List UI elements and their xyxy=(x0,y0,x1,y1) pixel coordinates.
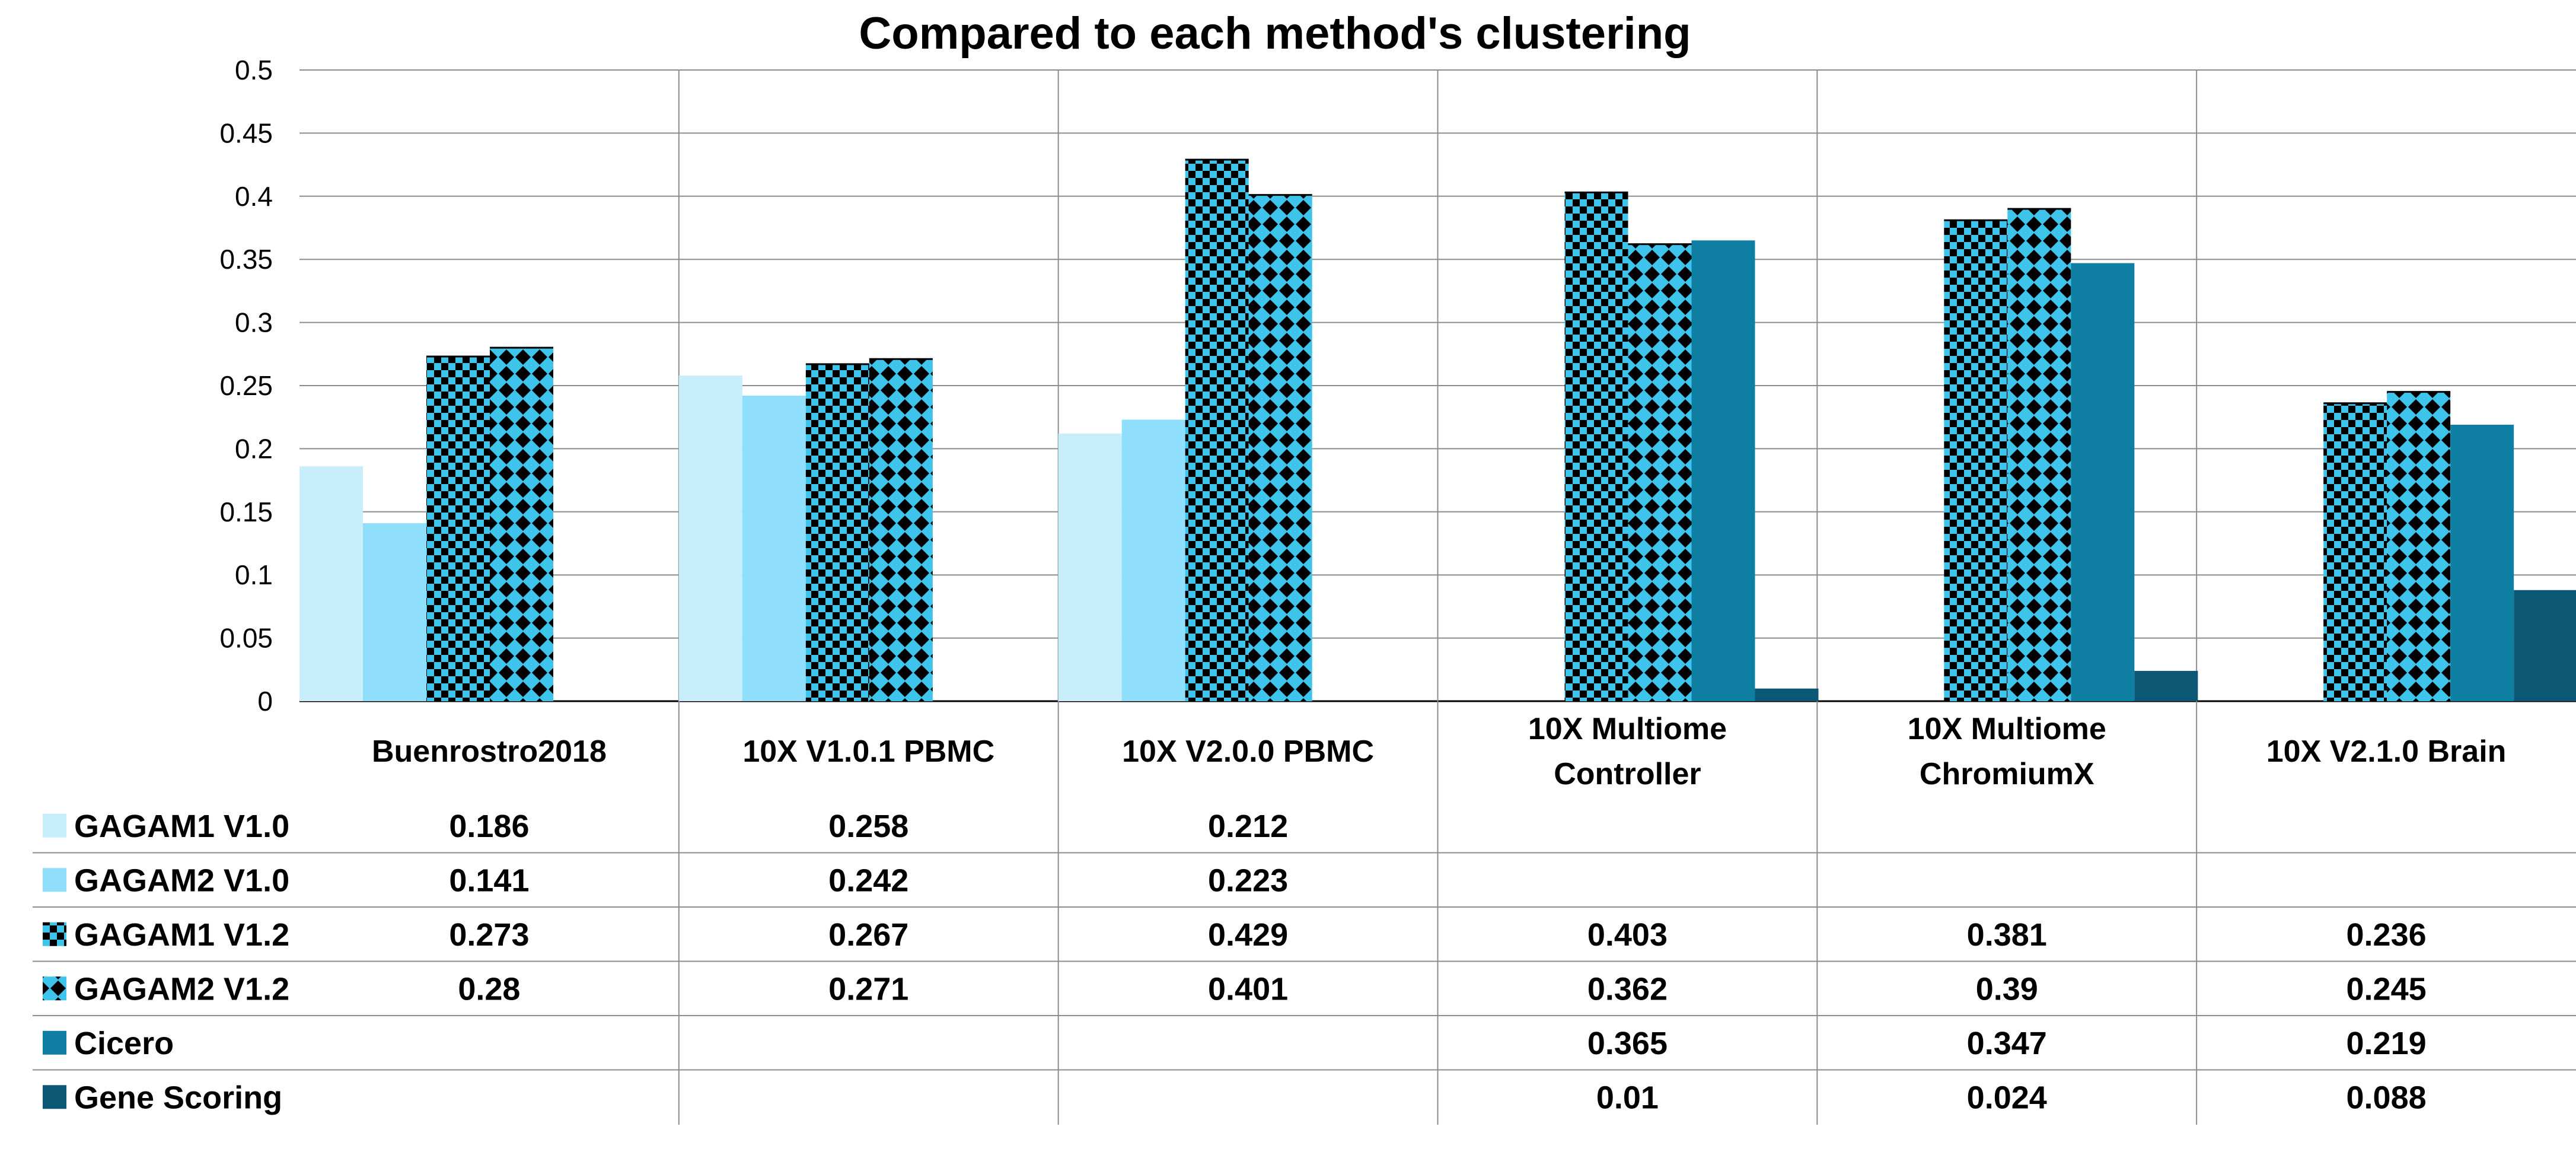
y-tick-label: 0.2 xyxy=(235,433,273,464)
bars xyxy=(299,158,2576,702)
bar xyxy=(1564,192,1628,701)
bar xyxy=(1185,160,1249,701)
bar xyxy=(742,396,806,701)
table-cell: 0.267 xyxy=(828,917,908,953)
table-cell: 0.219 xyxy=(2347,1026,2427,1061)
bar xyxy=(2387,392,2451,701)
y-tick-label: 0.25 xyxy=(219,370,273,401)
legend-label: GAGAM1 V1.2 xyxy=(74,917,289,953)
chart-title: Compared to each method's clustering xyxy=(859,8,1691,59)
legend-label: GAGAM2 V1.0 xyxy=(74,863,289,898)
bar xyxy=(2450,424,2514,701)
bar xyxy=(1755,688,1819,701)
data-table: GAGAM1 V1.0 0.186 0.258 0.212 GAGAM2 V1.0 0.1… xyxy=(33,809,2576,1115)
table-cell: 0.39 xyxy=(1976,971,2038,1007)
bar xyxy=(1691,240,1755,701)
y-tick-label: 0.1 xyxy=(235,559,273,590)
table-cell: 0.271 xyxy=(828,971,908,1007)
bar xyxy=(2007,209,2071,702)
bar xyxy=(1121,419,1185,701)
table-cell: 0.212 xyxy=(1208,809,1288,844)
bar xyxy=(805,364,869,701)
y-tick-label: 0 xyxy=(257,686,273,717)
y-tick-label: 0.3 xyxy=(235,307,273,338)
bar xyxy=(2071,263,2135,702)
y-tick-label: 0.15 xyxy=(219,497,273,527)
table-cell: 0.245 xyxy=(2347,971,2427,1007)
table-cell: 0.403 xyxy=(1587,917,1668,953)
legend-key xyxy=(43,813,66,838)
legend-label: GAGAM2 V1.2 xyxy=(74,971,289,1007)
legend-key xyxy=(43,1085,66,1109)
y-axis-ticks: 0 0.05 0.1 0.15 0.2 0.25 0.3 0.35 0.4 0.45 0.5 xyxy=(219,55,273,717)
table-cell: 0.258 xyxy=(828,809,908,844)
legend-label: Cicero xyxy=(74,1026,174,1061)
table-cell: 0.401 xyxy=(1208,971,1288,1007)
table-cell: 0.273 xyxy=(449,917,529,953)
y-tick-label: 0.35 xyxy=(219,244,273,275)
bar xyxy=(299,466,363,701)
table-cell: 0.28 xyxy=(458,971,520,1007)
bar xyxy=(426,357,490,701)
bar xyxy=(2514,590,2576,701)
table-cell: 0.362 xyxy=(1587,971,1668,1007)
bar xyxy=(678,375,742,701)
bar xyxy=(1058,433,1122,701)
bar xyxy=(1944,220,2008,701)
category-label: 10X Multiome Controller xyxy=(1528,712,1727,791)
y-tick-label: 0.05 xyxy=(219,623,273,654)
category-label: 10X V1.0.1 PBMC xyxy=(742,734,994,769)
table-cell: 0.088 xyxy=(2347,1080,2427,1115)
bar xyxy=(1248,195,1312,701)
category-label: Buenrostro2018 xyxy=(372,734,607,769)
table-cell: 0.236 xyxy=(2347,917,2427,953)
table-cell: 0.223 xyxy=(1208,863,1288,898)
bar xyxy=(2134,670,2198,701)
table-cell: 0.429 xyxy=(1208,917,1288,953)
category-label: 10X V2.1.0 Brain xyxy=(2266,734,2507,769)
legend-key xyxy=(43,868,66,892)
y-tick-label: 0.5 xyxy=(235,55,273,85)
table-cell: 0.365 xyxy=(1587,1026,1668,1061)
table-cell: 0.01 xyxy=(1596,1080,1659,1115)
category-labels: Buenrostro2018 10X V1.0.1 PBMC 10X V2.0.0 … xyxy=(372,712,2506,791)
legend-label: GAGAM1 V1.0 xyxy=(74,809,289,844)
legend-key xyxy=(43,1030,66,1055)
y-tick-label: 0.4 xyxy=(235,181,273,212)
category-label: 10X Multiome ChromiumX xyxy=(1908,712,2106,791)
table-cell: 0.242 xyxy=(828,863,908,898)
category-label: 10X V2.0.0 PBMC xyxy=(1122,734,1374,769)
bar xyxy=(1628,244,1692,701)
y-tick-label: 0.45 xyxy=(219,117,273,148)
table-cell: 0.141 xyxy=(449,863,529,898)
bar xyxy=(2323,403,2387,701)
legend-key xyxy=(43,976,66,1001)
bar xyxy=(869,359,933,701)
table-cell: 0.381 xyxy=(1967,917,2047,953)
legend-label: Gene Scoring xyxy=(74,1080,282,1115)
table-cell: 0.024 xyxy=(1967,1080,2047,1115)
bar xyxy=(490,348,553,701)
table-cell: 0.347 xyxy=(1967,1026,2047,1061)
legend-key xyxy=(43,922,66,946)
table-cell: 0.186 xyxy=(449,809,529,844)
bar xyxy=(363,523,426,701)
